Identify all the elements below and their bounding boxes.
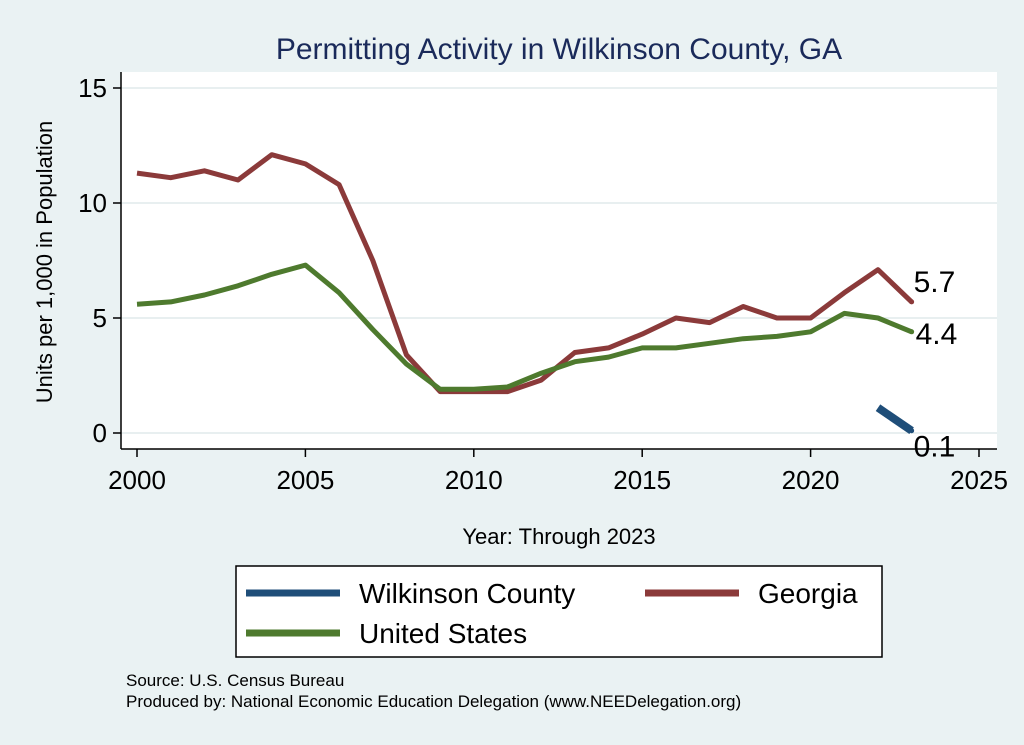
series-lines	[136, 152, 915, 435]
series-endpoint	[909, 299, 915, 305]
y-tick-label: 5	[93, 303, 107, 333]
series-endpoint	[909, 329, 915, 335]
end-label-wilkinson: 0.1	[914, 431, 956, 464]
series-line-us	[136, 262, 913, 392]
legend-label-wilkinson: Wilkinson County	[359, 578, 575, 609]
legend: Wilkinson County Georgia United States	[235, 565, 883, 658]
legend-label-georgia: Georgia	[758, 578, 858, 609]
x-axis-title: Year: Through 2023	[462, 524, 655, 549]
gridlines	[121, 87, 997, 434]
source-note: Source: U.S. Census Bureau	[126, 671, 345, 690]
legend-label-us: United States	[359, 618, 527, 649]
series-line-wilkinson	[875, 404, 914, 435]
end-label-georgia: 5.7	[914, 266, 956, 299]
plot-area	[121, 72, 997, 449]
x-tick-label: 2015	[613, 465, 671, 495]
x-tick-label: 2010	[445, 465, 503, 495]
x-tick-label: 2020	[782, 465, 840, 495]
y-tick-label: 10	[78, 188, 107, 218]
produced-by-note: Produced by: National Economic Education…	[126, 692, 742, 711]
x-tick-label: 2000	[108, 465, 166, 495]
y-tick-label: 15	[78, 73, 107, 103]
y-axis-title: Units per 1,000 in Population	[32, 121, 57, 404]
x-tick-label: 2025	[950, 465, 1008, 495]
chart-title: Permitting Activity in Wilkinson County,…	[276, 33, 842, 66]
legend-box	[235, 565, 883, 658]
end-label-us: 4.4	[916, 318, 958, 351]
end-labels: 5.7 4.4 0.1	[914, 266, 958, 464]
series-line-georgia	[136, 152, 914, 395]
series-endpoint	[909, 428, 915, 434]
y-tick-label: 0	[93, 418, 107, 448]
axes: 0 5 10 15 2000 2005 2010 2015 2020 2025	[78, 72, 1008, 495]
x-tick-label: 2005	[276, 465, 334, 495]
